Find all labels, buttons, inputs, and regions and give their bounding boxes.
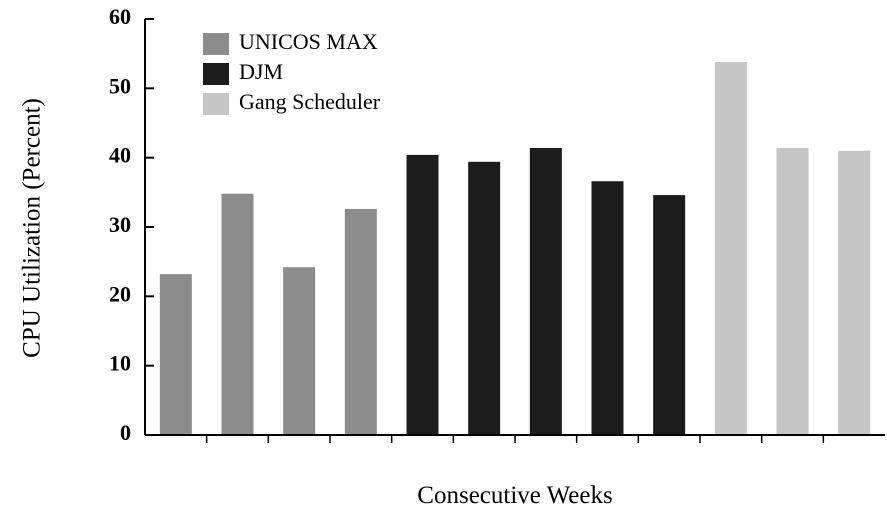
- y-tick-label: 50: [109, 73, 131, 98]
- bar: [283, 267, 316, 435]
- y-tick-label: 40: [109, 143, 131, 168]
- y-axis-label: CPU Utilization (Percent): [19, 98, 46, 358]
- bar: [529, 147, 562, 435]
- bar: [714, 61, 747, 436]
- y-tick-label: 10: [109, 351, 131, 376]
- y-tick-label: 60: [109, 4, 131, 29]
- legend-label: UNICOS MAX: [239, 29, 378, 54]
- x-axis-label: Consecutive Weeks: [417, 482, 612, 509]
- y-tick-label: 30: [109, 212, 131, 237]
- bar: [159, 274, 192, 435]
- legend-swatch: [203, 63, 229, 85]
- legend-swatch: [203, 33, 229, 55]
- legend-swatch: [203, 93, 229, 115]
- bar: [776, 147, 809, 435]
- bar: [591, 181, 624, 435]
- legend-label: DJM: [239, 59, 283, 84]
- bar: [838, 150, 871, 435]
- legend-label: Gang Scheduler: [239, 89, 381, 114]
- bar: [221, 193, 254, 435]
- y-tick-label: 20: [109, 281, 131, 306]
- bar: [653, 195, 686, 435]
- bar: [468, 161, 501, 435]
- bar: [406, 154, 439, 436]
- bar: [344, 208, 377, 435]
- y-tick-label: 0: [120, 420, 131, 445]
